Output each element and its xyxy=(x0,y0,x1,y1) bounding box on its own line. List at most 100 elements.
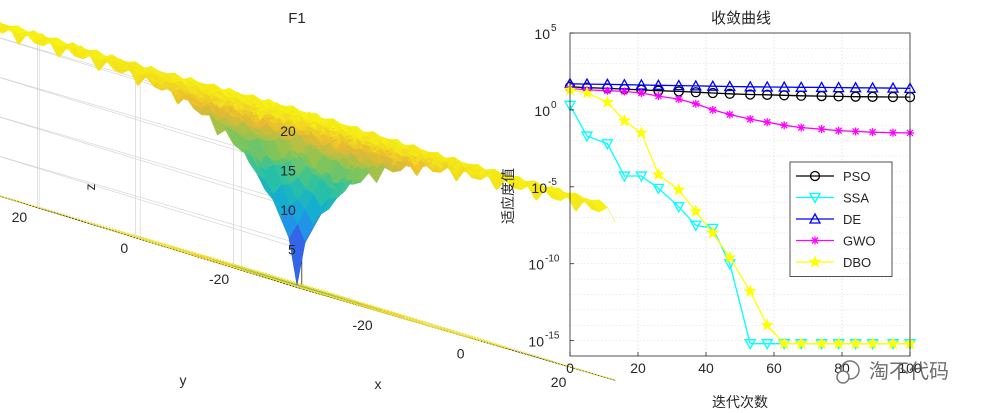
data-point xyxy=(691,99,700,108)
x-tick-label: 20 xyxy=(630,360,646,376)
surface-ticks: -20 0 20 20 0 -20 5 10 15 20 xyxy=(12,123,567,390)
asterisk-stroke xyxy=(889,129,897,137)
y-tick-exponent: -5 xyxy=(548,177,557,188)
series-gwo xyxy=(566,84,914,137)
y-tick-exponent: 5 xyxy=(551,23,557,34)
y-tick-label: 10 xyxy=(528,257,544,273)
legend-entry: DBO xyxy=(796,255,871,270)
legend-entry: DE xyxy=(796,212,861,227)
contour-ring xyxy=(141,238,453,332)
data-point xyxy=(580,131,594,143)
data-point xyxy=(674,95,683,104)
x-tick-label: 0 xyxy=(566,360,574,376)
data-point xyxy=(672,202,685,214)
asterisk-stroke xyxy=(818,125,826,133)
data-point xyxy=(851,127,860,136)
series-lines xyxy=(563,77,917,351)
data-point xyxy=(618,171,631,183)
asterisk-stroke xyxy=(797,124,805,132)
data-point xyxy=(760,318,774,331)
asterisk-stroke xyxy=(726,111,734,118)
data-point xyxy=(652,78,665,90)
convergence-xlabel: 迭代次数 xyxy=(712,395,768,411)
y-tick-exponent: -10 xyxy=(545,254,560,265)
asterisk-stroke xyxy=(811,237,819,244)
asterisk-stroke xyxy=(852,127,860,135)
surface-patch xyxy=(0,22,3,26)
data-point xyxy=(797,123,806,132)
legend-label: DE xyxy=(843,212,861,227)
contour-projection xyxy=(0,195,616,382)
data-point xyxy=(707,87,718,99)
data-point xyxy=(808,212,822,224)
data-point xyxy=(672,79,685,91)
data-point xyxy=(817,125,826,134)
asterisk-stroke xyxy=(692,100,700,108)
watermark-text: 淘不代码 xyxy=(869,359,949,383)
data-point xyxy=(706,226,720,239)
legend: PSO SSA DE GWO DBO xyxy=(789,161,893,277)
surface-x-tick: 20 xyxy=(551,374,567,390)
data-point xyxy=(637,88,646,97)
legend-entry: SSA xyxy=(796,191,869,206)
data-point xyxy=(809,170,821,182)
surface-z-tick: 20 xyxy=(280,123,296,139)
surface-y-tick: 20 xyxy=(12,209,28,225)
surface-zlabel: z xyxy=(82,184,98,191)
data-point xyxy=(723,250,737,264)
data-point xyxy=(761,339,774,351)
data-point xyxy=(808,255,822,268)
data-point xyxy=(868,128,877,137)
data-point xyxy=(743,284,757,298)
asterisk-stroke xyxy=(675,95,683,103)
data-point xyxy=(724,88,735,99)
y-tick-label: 10 xyxy=(534,103,550,119)
y-axis-line xyxy=(0,195,302,290)
legend-label: PSO xyxy=(843,169,870,184)
data-point xyxy=(778,80,791,92)
data-point xyxy=(603,86,612,95)
surface-z-tick: 15 xyxy=(280,162,296,178)
convergence-title: 收敛曲线 xyxy=(711,9,771,27)
data-point xyxy=(689,204,703,218)
y-tick-label: 10 xyxy=(528,334,544,350)
data-point xyxy=(744,339,757,351)
data-point xyxy=(832,336,846,350)
contour-ring xyxy=(191,252,403,318)
asterisk-stroke xyxy=(869,128,877,136)
y-tick-label: 10 xyxy=(531,180,547,196)
data-point xyxy=(761,80,774,92)
x-tick-label: 100 xyxy=(898,360,922,376)
data-point xyxy=(746,115,755,124)
surface-mesh xyxy=(0,22,616,286)
y-tick-exponent: -15 xyxy=(545,331,560,342)
surface-x-tick: -20 xyxy=(352,317,372,333)
data-point xyxy=(886,336,900,350)
watermark: 淘不代码 xyxy=(836,359,949,384)
data-point xyxy=(635,171,648,183)
data-point xyxy=(763,118,772,127)
data-point xyxy=(600,95,614,108)
data-point xyxy=(815,81,828,93)
surface-y-tick: -20 xyxy=(209,271,229,287)
data-point xyxy=(601,139,614,151)
contour-rim xyxy=(0,195,616,382)
data-point xyxy=(866,336,880,350)
data-point xyxy=(708,105,717,114)
series-line xyxy=(569,87,911,134)
contour-ring xyxy=(231,265,363,305)
wechat-icon-bubble xyxy=(836,370,850,384)
data-point xyxy=(725,110,734,119)
data-point xyxy=(651,167,665,181)
data-point xyxy=(808,192,822,204)
data-point xyxy=(723,80,736,92)
asterisk-stroke xyxy=(835,127,843,135)
legend-label: SSA xyxy=(843,191,869,206)
data-point xyxy=(762,89,773,100)
legend-entry: GWO xyxy=(796,234,876,249)
surface-z-tick: 5 xyxy=(288,241,296,257)
data-point xyxy=(580,86,594,99)
surface-x-tick: 0 xyxy=(457,346,465,362)
